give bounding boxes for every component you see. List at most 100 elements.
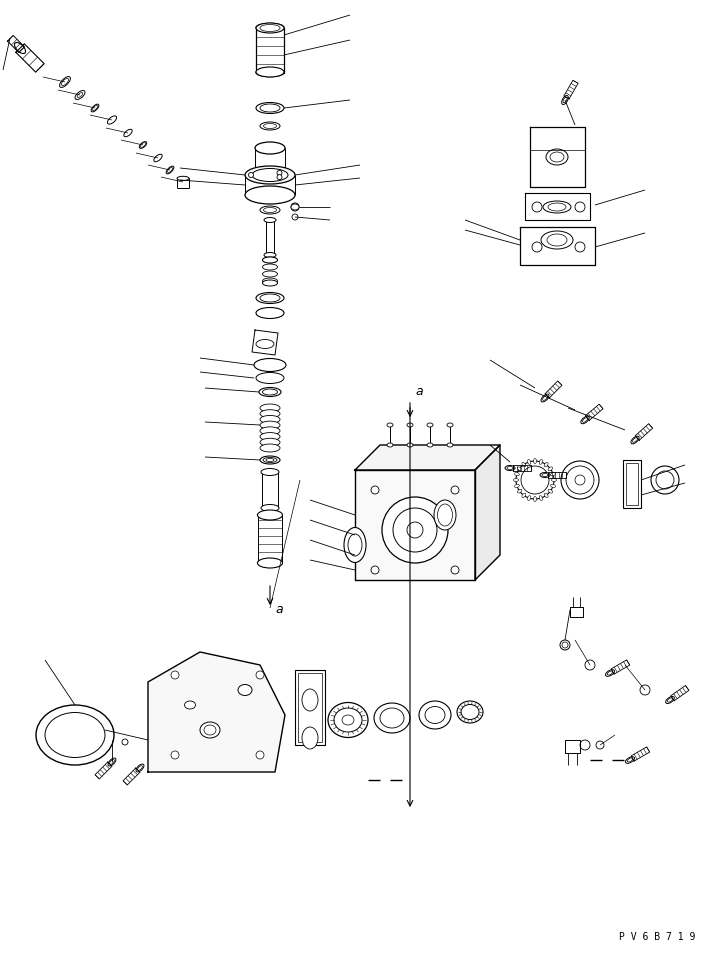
Ellipse shape [257,558,283,568]
Circle shape [122,739,128,745]
Circle shape [585,660,595,670]
Ellipse shape [204,725,216,735]
Ellipse shape [505,466,515,470]
Bar [298,673,322,742]
Ellipse shape [302,727,318,749]
Circle shape [382,497,448,563]
Ellipse shape [256,292,284,304]
Ellipse shape [245,186,295,204]
Ellipse shape [260,422,280,429]
Ellipse shape [108,758,116,766]
Ellipse shape [515,484,519,488]
Ellipse shape [260,416,280,423]
Ellipse shape [124,129,132,137]
Ellipse shape [260,122,280,130]
Circle shape [256,751,264,759]
Ellipse shape [516,461,554,499]
Circle shape [277,174,282,179]
Ellipse shape [552,478,556,482]
Ellipse shape [606,670,614,676]
Circle shape [451,486,459,494]
Ellipse shape [256,339,274,349]
Ellipse shape [419,701,451,729]
Ellipse shape [581,417,589,423]
Ellipse shape [522,463,526,467]
Polygon shape [520,227,595,265]
Ellipse shape [507,467,513,469]
Ellipse shape [543,201,571,213]
Ellipse shape [256,308,284,318]
Ellipse shape [651,466,679,494]
Polygon shape [252,330,278,355]
Ellipse shape [548,490,553,493]
Ellipse shape [140,142,147,148]
Circle shape [277,171,282,175]
Ellipse shape [427,443,433,447]
Ellipse shape [263,208,276,213]
Ellipse shape [407,443,413,447]
Ellipse shape [457,701,483,723]
Ellipse shape [260,25,280,32]
Text: P V 6 B 7 1 9: P V 6 B 7 1 9 [619,932,695,942]
Ellipse shape [328,702,368,738]
Polygon shape [525,193,590,220]
Polygon shape [530,127,585,187]
Ellipse shape [291,204,299,210]
Ellipse shape [256,23,284,33]
Ellipse shape [348,534,362,556]
Ellipse shape [625,757,635,764]
Circle shape [371,486,379,494]
Ellipse shape [407,423,413,427]
Ellipse shape [387,443,393,447]
Circle shape [393,508,437,552]
Ellipse shape [334,708,362,732]
Ellipse shape [539,460,542,465]
Ellipse shape [260,294,280,302]
Circle shape [532,242,542,252]
Ellipse shape [518,490,522,493]
Ellipse shape [167,168,172,172]
Ellipse shape [260,404,280,412]
Ellipse shape [582,418,587,422]
Ellipse shape [547,234,567,246]
Ellipse shape [631,436,639,444]
Ellipse shape [521,466,549,494]
Ellipse shape [522,493,526,497]
Ellipse shape [667,697,672,702]
Ellipse shape [260,433,280,441]
Ellipse shape [518,467,522,470]
Bar [295,670,325,745]
Ellipse shape [177,176,189,180]
Ellipse shape [260,206,280,214]
Ellipse shape [542,473,548,476]
Ellipse shape [110,760,114,764]
Ellipse shape [254,358,286,372]
Ellipse shape [260,444,280,452]
Ellipse shape [528,495,531,500]
Ellipse shape [154,154,162,162]
Ellipse shape [550,484,555,488]
Ellipse shape [260,104,280,112]
Ellipse shape [515,472,519,476]
Ellipse shape [541,394,549,402]
Ellipse shape [260,456,280,464]
Circle shape [596,741,604,749]
Ellipse shape [256,67,284,77]
Circle shape [560,640,570,650]
Polygon shape [570,607,583,617]
Ellipse shape [607,671,613,675]
Ellipse shape [92,105,97,110]
Ellipse shape [542,396,547,400]
Circle shape [371,566,379,574]
Bar [626,463,638,505]
Ellipse shape [15,42,25,54]
Ellipse shape [262,278,278,284]
Ellipse shape [427,423,433,427]
Ellipse shape [563,98,567,103]
Ellipse shape [136,764,144,772]
Ellipse shape [262,280,278,286]
Ellipse shape [256,23,284,32]
Circle shape [451,566,459,574]
Ellipse shape [261,468,279,475]
Ellipse shape [513,478,518,482]
